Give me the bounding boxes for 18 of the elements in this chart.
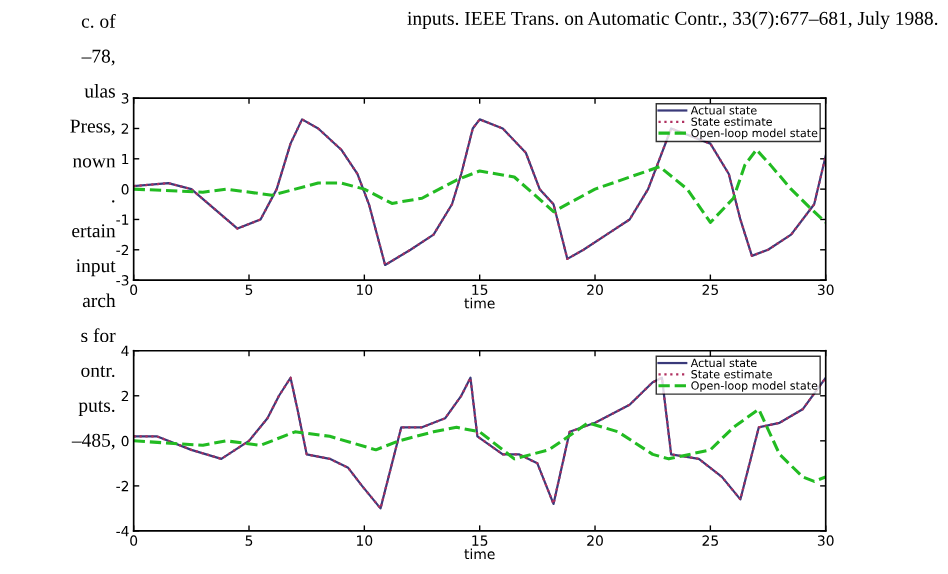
line-series xyxy=(133,118,826,267)
text: Press, xyxy=(70,119,115,136)
text: –78, xyxy=(81,49,115,66)
text: . xyxy=(112,200,115,203)
text: puts. xyxy=(78,400,115,416)
text: input xyxy=(76,259,116,277)
text: s for xyxy=(81,328,116,343)
text: nown xyxy=(72,158,116,168)
line-series xyxy=(133,407,826,483)
text: ulas xyxy=(84,83,115,98)
text: inputs. IEEE Trans. on Automatic Contr., 33(7):677–681, July 1988. xyxy=(407,11,938,29)
text: c. of xyxy=(81,13,116,28)
text: ontr. xyxy=(81,365,115,378)
text: –485, xyxy=(71,433,115,450)
text: ertain xyxy=(72,224,116,238)
text: arch xyxy=(82,293,116,308)
line-series xyxy=(133,148,826,225)
line-series xyxy=(133,376,826,510)
